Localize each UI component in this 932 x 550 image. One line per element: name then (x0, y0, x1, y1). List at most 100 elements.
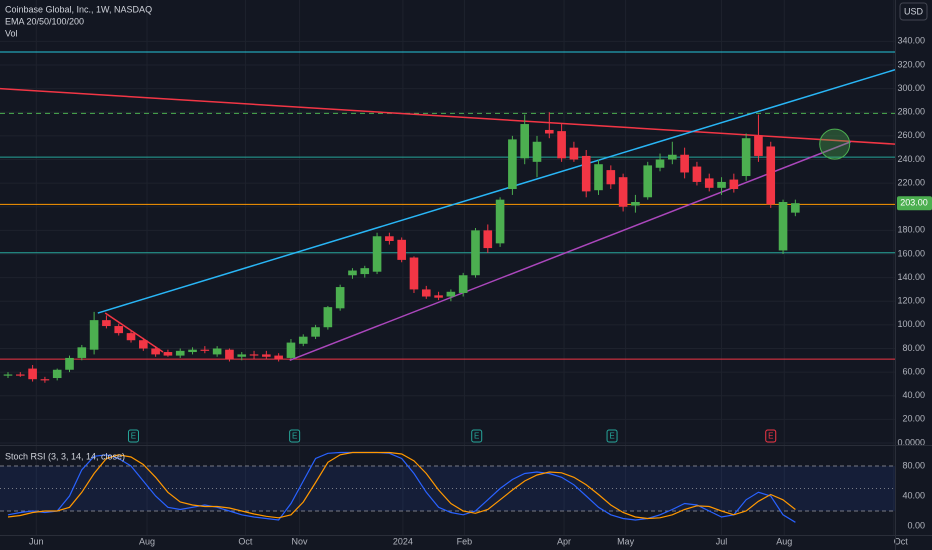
chart-title: Coinbase Global, Inc., 1W, NASDAQ (5, 4, 152, 14)
x-tick-label: Feb (457, 536, 473, 546)
candle-body (385, 236, 394, 241)
candle-body (606, 170, 616, 185)
candle-body (581, 155, 591, 192)
candle-body (741, 138, 751, 177)
y-tick-label: 80.00 (902, 343, 925, 353)
candle-body (729, 179, 739, 190)
y-tick-label: 20.00 (902, 414, 925, 424)
candle-body (175, 350, 185, 356)
candle-body (508, 139, 517, 190)
candle-body (28, 368, 37, 380)
candle-body (446, 291, 456, 297)
x-tick-label: Apr (557, 536, 571, 546)
candle-body (618, 177, 628, 207)
last-price-tag (897, 196, 932, 211)
earnings-marker (471, 429, 483, 443)
candle-body (200, 349, 210, 351)
candle-body (421, 289, 431, 297)
y-tick-label: 0.0000 (897, 437, 925, 447)
y-tick-label: 60.00 (902, 366, 925, 376)
axes: 0.0000 20.00 40.00 60.00 80.00 100.00 120.00 14… (29, 36, 932, 546)
candle-body (212, 348, 222, 355)
candle-body (237, 354, 247, 357)
candle-body (594, 164, 603, 191)
earnings-label: E (609, 432, 614, 441)
candle-body (126, 333, 136, 341)
candle-body (323, 307, 333, 328)
earnings-marker (127, 429, 139, 443)
currency-box[interactable] (899, 2, 928, 21)
candle-body (225, 349, 234, 360)
earnings-label: E (474, 432, 479, 441)
candle-body (520, 124, 530, 159)
candle-body (188, 349, 197, 353)
candle-body (114, 326, 124, 334)
x-tick-label: Jul (716, 536, 728, 546)
candle-body (3, 374, 13, 376)
rsi-title: Stoch RSI (3, 3, 14, 14, close) (5, 451, 125, 461)
candle-body (692, 166, 702, 182)
earnings-label: E (768, 432, 773, 441)
y-tick-label: 240.00 (897, 154, 925, 164)
rsi-line (7, 451, 796, 520)
y-tick-label: 120.00 (897, 296, 925, 306)
candle-body (704, 178, 714, 188)
rsi-tick-label: 40.00 (902, 490, 925, 500)
candle-body (483, 230, 493, 249)
candle-body (151, 348, 160, 355)
candle-body (766, 146, 776, 205)
candle-body (298, 336, 308, 344)
candle-body (717, 181, 726, 188)
rsi-tick-label: 80.00 (902, 460, 925, 470)
x-tick-label: Jun (29, 536, 44, 546)
candle-body (311, 327, 320, 337)
candle-body (680, 154, 689, 173)
candle-body (495, 199, 505, 244)
currency[interactable]: USD (904, 6, 924, 16)
candle-body (458, 275, 468, 293)
earnings-marker (765, 429, 777, 443)
earnings-marker (289, 429, 301, 443)
candle-body (434, 295, 443, 298)
candle-body (791, 203, 800, 213)
candle-body (778, 202, 788, 251)
candle-body (409, 257, 419, 290)
candle-body (163, 352, 173, 356)
x-tick-label: Nov (292, 536, 309, 546)
earnings-marker (606, 429, 618, 443)
candle-body (631, 202, 640, 206)
candle-body (15, 374, 25, 376)
candle-body (139, 340, 148, 349)
y-tick-label: 280.00 (897, 107, 925, 117)
x-tick-label: Aug (139, 536, 155, 546)
marker-circle (819, 128, 851, 160)
y-tick-label: 260.00 (897, 130, 925, 140)
indicator-label: EMA 20/50/100/200 (5, 16, 84, 26)
y-tick-label: 40.00 (902, 390, 925, 400)
rsi-line (7, 451, 796, 523)
last-price-label: 203.00 (900, 198, 928, 208)
candle-body (668, 154, 677, 160)
candle-body (557, 131, 566, 159)
y-tick-label: 300.00 (897, 83, 925, 93)
y-tick-label: 320.00 (897, 59, 925, 69)
y-tick-label: 140.00 (897, 272, 925, 282)
candle-body (372, 236, 382, 272)
candle-body (471, 230, 480, 276)
candle-body (52, 369, 62, 379)
earnings-label: E (131, 432, 136, 441)
x-tick-label: Aug (776, 536, 792, 546)
candle-body (102, 320, 111, 327)
trend-line (97, 68, 895, 314)
y-tick-label: 180.00 (897, 225, 925, 235)
candle-body (89, 320, 99, 350)
candle-body (544, 129, 554, 134)
y-tick-label: 340.00 (897, 36, 925, 46)
earnings-label: E (292, 432, 297, 441)
y-tick-label: 160.00 (897, 248, 925, 258)
candle-body (40, 379, 50, 381)
